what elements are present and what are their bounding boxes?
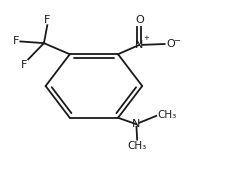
- Text: F: F: [44, 15, 50, 25]
- Text: F: F: [20, 60, 27, 70]
- Text: N: N: [135, 40, 143, 50]
- Text: O: O: [166, 39, 174, 49]
- Text: −: −: [172, 36, 179, 45]
- Text: CH₃: CH₃: [127, 141, 146, 151]
- Text: F: F: [13, 36, 19, 46]
- Text: O: O: [134, 15, 143, 25]
- Text: +: +: [143, 35, 149, 41]
- Text: CH₃: CH₃: [157, 110, 176, 120]
- Text: N: N: [132, 119, 140, 129]
